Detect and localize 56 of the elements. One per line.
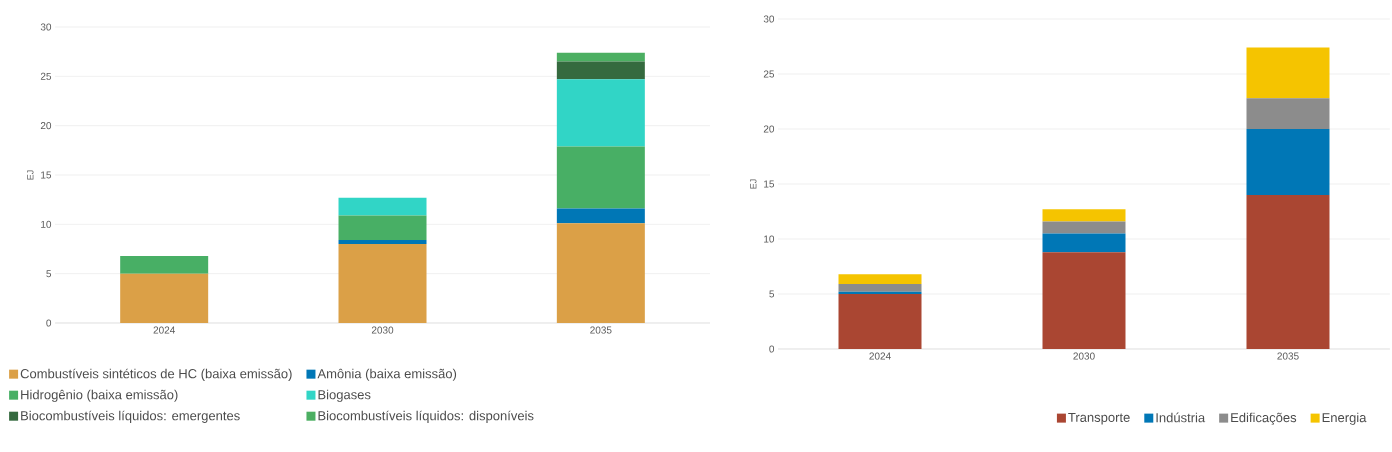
bar	[556, 223, 645, 323]
y-tick-label: 15	[764, 180, 775, 188]
bar	[338, 244, 427, 323]
y-tick-label: 25	[763, 70, 775, 78]
bar	[338, 197, 427, 216]
bar	[556, 52, 645, 62]
x-tick-label: 2030	[1073, 352, 1095, 360]
x-tick-label: 2035	[1277, 352, 1299, 360]
y-tick-label: 10	[41, 220, 52, 228]
x-tick-label: 2024	[153, 326, 176, 334]
x-tick-label: 2024	[869, 352, 891, 360]
y-axis-title: EJ	[27, 170, 34, 180]
bar	[1042, 209, 1126, 222]
y-tick-label: 30	[40, 23, 52, 31]
x-tick-label: 2035	[590, 326, 612, 334]
y-tick-label: 0	[46, 319, 52, 327]
bar	[838, 284, 922, 292]
bar	[556, 146, 645, 209]
legend-label: Indústria	[1156, 412, 1206, 423]
bar	[838, 293, 922, 349]
legend-label: Edificações	[1231, 412, 1297, 425]
bar	[1246, 128, 1330, 195]
legend-label: Hidrogênio (baixa emissão)	[21, 389, 178, 402]
y-tick-label: 0	[769, 345, 775, 353]
y-tick-label: 5	[769, 290, 775, 298]
bar	[1042, 233, 1126, 253]
bar	[338, 240, 427, 245]
bar	[1246, 47, 1330, 99]
bar	[1246, 194, 1330, 349]
legend-label: Combustíveis sintéticos de HC (baixa emissão)	[20, 368, 292, 381]
bar	[556, 79, 645, 147]
legend-label: Energia	[1322, 412, 1367, 425]
y-tick-label: 10	[764, 235, 775, 243]
bar	[556, 61, 645, 80]
bar	[120, 273, 209, 323]
bar	[838, 274, 922, 285]
y-tick-label: 20	[40, 122, 52, 130]
y-tick-label: 15	[41, 171, 52, 179]
y-axis-title: EJ	[750, 179, 757, 189]
y-tick-label: 30	[763, 15, 775, 23]
y-tick-label: 25	[40, 72, 52, 80]
legend-label: Biocombustíveis líquidos: disponíveis	[318, 410, 534, 423]
bar	[838, 291, 922, 294]
bar	[1042, 252, 1126, 349]
legend-label: Transporte	[1068, 412, 1130, 425]
bar	[1042, 221, 1126, 234]
bar	[556, 208, 645, 224]
bar	[1246, 98, 1330, 129]
bar	[338, 215, 427, 241]
y-tick-label: 5	[46, 270, 52, 278]
legend-label: Biocombustíveis líquidos: emergentes	[21, 410, 240, 423]
y-tick-label: 20	[763, 125, 775, 133]
legend-label: Biogases	[318, 389, 371, 402]
x-tick-label: 2030	[371, 326, 394, 334]
bar	[120, 255, 209, 274]
legend-label: Amônia (baixa emissão)	[317, 368, 457, 381]
